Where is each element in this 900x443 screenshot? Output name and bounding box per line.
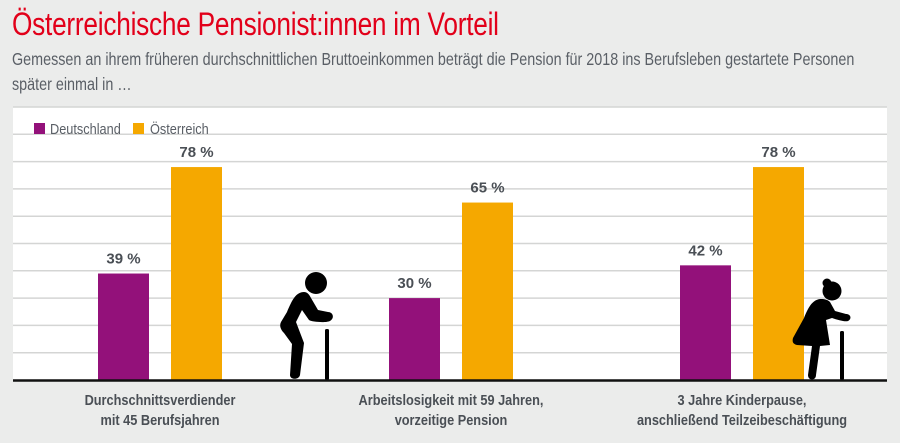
bar-oesterreich <box>171 167 222 380</box>
legend-label-deutschland: Deutschland <box>50 120 121 137</box>
category-label: 3 Jahre Kinderpause, <box>678 392 807 408</box>
legend: Deutschland Österreich <box>34 119 209 137</box>
bar-oesterreich <box>462 202 513 380</box>
legend-swatch-deutschland <box>34 123 45 134</box>
category-labels: Durchschnittsverdiender mit 45 Berufsjahr… <box>85 392 847 428</box>
data-label: 78 % <box>761 144 795 161</box>
elderly-woman-with-cane-icon <box>792 278 851 380</box>
bar-oesterreich <box>753 167 804 380</box>
data-label: 65 % <box>470 180 504 197</box>
data-label: 78 % <box>179 144 213 161</box>
data-label: 39 % <box>106 251 140 268</box>
bars: 39 % 78 % 30 % 65 % 42 % 78 % <box>98 144 804 380</box>
category-label: Arbeitslosigkeit mit 59 Jahren, <box>359 392 544 408</box>
category-label: anschließend Teilzeibeschäftigung <box>637 412 847 428</box>
data-label: 42 % <box>688 242 722 259</box>
elderly-man-with-cane-icon <box>280 272 333 380</box>
bar-deutschland <box>389 298 440 380</box>
legend-swatch-oesterreich <box>133 123 144 134</box>
bar-deutschland <box>680 265 731 380</box>
category-label: vorzeitige Pension <box>395 412 508 428</box>
category-label: mit 45 Berufsjahren <box>101 412 220 428</box>
category-label: Durchschnittsverdiender <box>85 392 236 408</box>
data-label: 30 % <box>397 275 431 292</box>
chart-title: Österreichische Pensionist:innen im Vort… <box>12 6 499 42</box>
gridlines <box>13 106 887 354</box>
bar-deutschland <box>98 273 149 380</box>
chart-subtitle: Gemessen an ihrem früheren durchschnittl… <box>12 49 855 94</box>
legend-label-oesterreich: Österreich <box>150 119 209 137</box>
